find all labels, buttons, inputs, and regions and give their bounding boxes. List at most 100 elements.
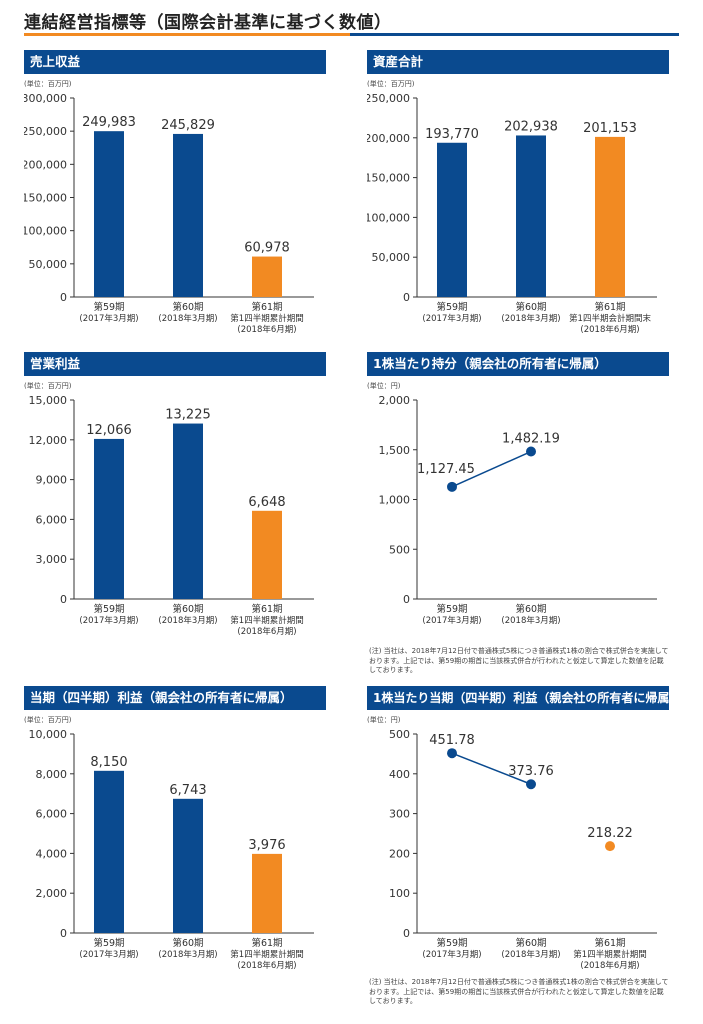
panel-title: 1株当たり当期（四半期）利益（親会社の所有者に帰属） xyxy=(367,686,669,710)
data-point xyxy=(447,481,457,492)
y-tick-label: 100,000 xyxy=(367,211,410,224)
x-tick-label: 第60期 xyxy=(172,937,203,949)
unit-label: (単位：百万円) xyxy=(24,716,72,724)
data-point xyxy=(447,748,457,759)
bar xyxy=(252,853,282,933)
y-tick-label: 150,000 xyxy=(367,172,410,185)
data-label: 12,066 xyxy=(86,423,132,438)
title-rule xyxy=(24,33,679,36)
y-tick-label: 6,000 xyxy=(36,513,68,526)
data-label: 245,829 xyxy=(161,118,215,133)
x-tick-label: (2018年6月期) xyxy=(580,960,639,971)
data-label: 8,150 xyxy=(90,755,127,770)
x-tick-label: (2018年6月期) xyxy=(237,626,296,637)
y-tick-label: 0 xyxy=(60,593,67,606)
unit-label: (単位：百万円) xyxy=(24,382,72,390)
chart-operating-profit: 0 3,000 6,000 9,000 12,000 15,000 第59期(2017年3月… xyxy=(29,394,314,637)
data-label: 218.22 xyxy=(587,826,633,841)
x-tick-label: (2018年3月期) xyxy=(501,313,560,324)
y-tick-label: 0 xyxy=(403,593,410,606)
bar xyxy=(252,510,282,599)
y-tick-label: 0 xyxy=(60,291,67,304)
x-tick-label: 第60期 xyxy=(172,301,203,313)
series-line xyxy=(451,752,532,785)
y-tick-label: 500 xyxy=(389,728,410,741)
data-label: 373.76 xyxy=(508,764,554,779)
x-tick-label: (2018年3月期) xyxy=(158,949,217,960)
data-label: 201,153 xyxy=(583,121,637,136)
x-tick-label: (2017年3月期) xyxy=(422,313,481,324)
y-tick-label: 250,000 xyxy=(24,125,67,138)
bar xyxy=(437,142,467,297)
data-point xyxy=(526,779,536,790)
panel-eps: 1株当たり当期（四半期）利益（親会社の所有者に帰属） (単位：円) 0 100 20… xyxy=(367,686,669,1016)
bar xyxy=(173,423,203,599)
chart-equity-per-share: 0 500 1,000 1,500 2,000 第59期(2017年3月期) 第60期(20… xyxy=(379,394,657,626)
x-tick-label: 第61期 xyxy=(594,937,625,949)
page-title: 連結経営指標等（国際会計基準に基づく数値） xyxy=(24,13,392,33)
y-tick-label: 400 xyxy=(389,768,410,781)
x-tick-label: 第1四半期累計期間 xyxy=(230,949,303,960)
y-tick-label: 100,000 xyxy=(24,225,67,238)
x-tick-label: (2017年3月期) xyxy=(79,313,138,324)
x-tick-label: 第1四半期累計期間 xyxy=(573,949,646,960)
y-tick-label: 200,000 xyxy=(367,132,410,145)
y-tick-label: 4,000 xyxy=(36,847,68,860)
bar xyxy=(94,438,124,599)
unit-label: (単位：円) xyxy=(367,382,401,390)
x-tick-label: 第59期 xyxy=(436,937,467,949)
x-tick-label: 第59期 xyxy=(93,301,124,313)
panel-revenue: 売上収益 (単位：百万円) 0 50,000 100,000 150,000 200,0… xyxy=(24,50,326,350)
x-tick-label: (2017年3月期) xyxy=(422,615,481,626)
y-tick-label: 50,000 xyxy=(372,251,411,264)
data-label: 1,482.19 xyxy=(502,432,560,447)
data-point xyxy=(526,446,536,457)
bar xyxy=(516,135,546,297)
x-tick-label: (2017年3月期) xyxy=(79,615,138,626)
x-tick-label: 第59期 xyxy=(436,301,467,313)
data-label: 3,976 xyxy=(248,838,285,853)
x-tick-label: (2018年3月期) xyxy=(501,615,560,626)
y-tick-label: 1,500 xyxy=(379,444,411,457)
y-tick-label: 0 xyxy=(60,927,67,940)
x-tick-label: (2018年6月期) xyxy=(237,324,296,335)
data-label: 202,938 xyxy=(504,119,558,134)
y-tick-label: 200,000 xyxy=(24,158,67,171)
x-tick-label: 第61期 xyxy=(251,603,282,615)
panel-equity-per-share: 1株当たり持分（親会社の所有者に帰属） (単位：円) 0 500 1,000 1,50… xyxy=(367,352,669,677)
y-tick-label: 3,000 xyxy=(36,553,68,566)
y-tick-label: 9,000 xyxy=(36,474,68,487)
y-tick-label: 6,000 xyxy=(36,808,68,821)
chart-revenue: 0 50,000 100,000 150,000 200,000 250,000 300,0… xyxy=(24,92,314,335)
y-tick-label: 500 xyxy=(389,543,410,556)
panel-operating-profit: 営業利益 (単位：百万円) 0 3,000 6,000 9,000 12,000 15,0… xyxy=(24,352,326,652)
data-label: 249,983 xyxy=(82,115,136,130)
bar xyxy=(94,770,124,933)
x-tick-label: (2018年3月期) xyxy=(158,313,217,324)
panel-title: 営業利益 xyxy=(24,352,326,376)
y-tick-label: 15,000 xyxy=(29,394,68,407)
bar xyxy=(252,256,282,297)
x-tick-label: 第1四半期累計期間 xyxy=(230,313,303,324)
y-tick-label: 0 xyxy=(403,291,410,304)
y-tick-label: 1,000 xyxy=(379,494,411,507)
x-tick-label: 第61期 xyxy=(251,301,282,313)
bar xyxy=(94,131,124,297)
panel-total-assets: 資産合計 (単位：百万円) 0 50,000 100,000 150,000 200,0… xyxy=(367,50,669,350)
bar xyxy=(595,136,625,297)
x-tick-label: 第1四半期累計期間 xyxy=(230,615,303,626)
panel-title: 1株当たり持分（親会社の所有者に帰属） xyxy=(367,352,669,376)
y-tick-label: 10,000 xyxy=(29,728,68,741)
x-tick-label: 第61期 xyxy=(594,301,625,313)
x-tick-label: 第60期 xyxy=(172,603,203,615)
x-tick-label: 第60期 xyxy=(515,603,546,615)
x-tick-label: (2017年3月期) xyxy=(79,949,138,960)
x-tick-label: 第59期 xyxy=(93,603,124,615)
y-tick-label: 12,000 xyxy=(29,434,68,447)
x-tick-label: 第1四半期会計期間末 xyxy=(569,313,651,324)
footnote: (注) 当社は、2018年7月12日付で普通株式5株につき普通株式1株の割合で株… xyxy=(369,978,669,1005)
panel-title: 売上収益 xyxy=(24,50,326,74)
chart-net-income: 0 2,000 4,000 6,000 8,000 10,000 第59期(2017年3月期… xyxy=(29,728,314,971)
data-label: 60,978 xyxy=(244,241,290,256)
panel-title: 資産合計 xyxy=(367,50,669,74)
